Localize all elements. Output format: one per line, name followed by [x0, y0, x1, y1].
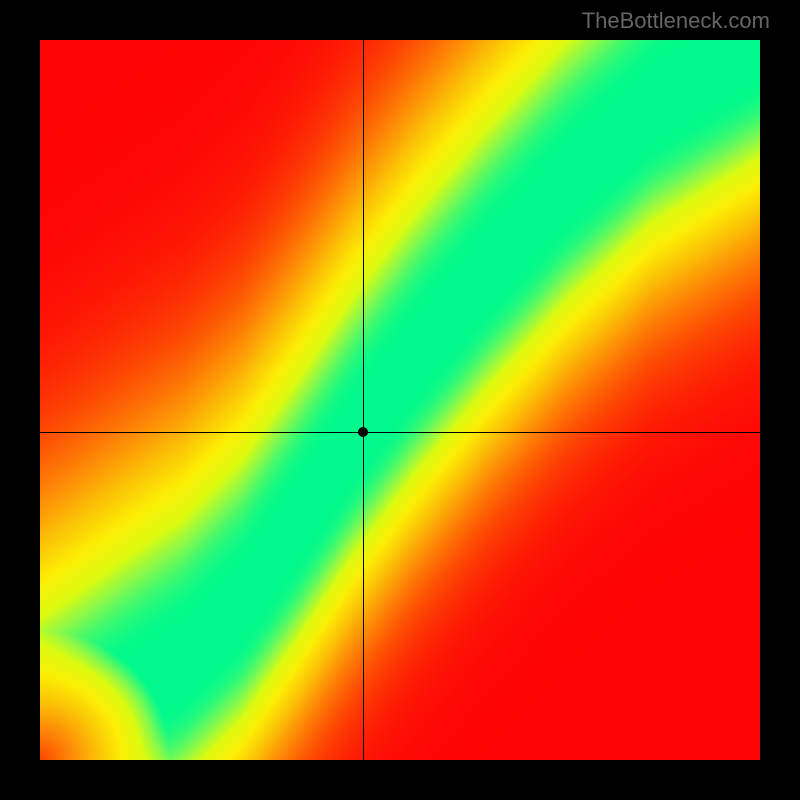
watermark-text: TheBottleneck.com [582, 8, 770, 34]
crosshair-vertical [363, 40, 364, 760]
plot-area [40, 40, 760, 760]
heatmap-canvas [40, 40, 760, 760]
marker-dot [358, 427, 368, 437]
crosshair-horizontal [40, 432, 760, 433]
